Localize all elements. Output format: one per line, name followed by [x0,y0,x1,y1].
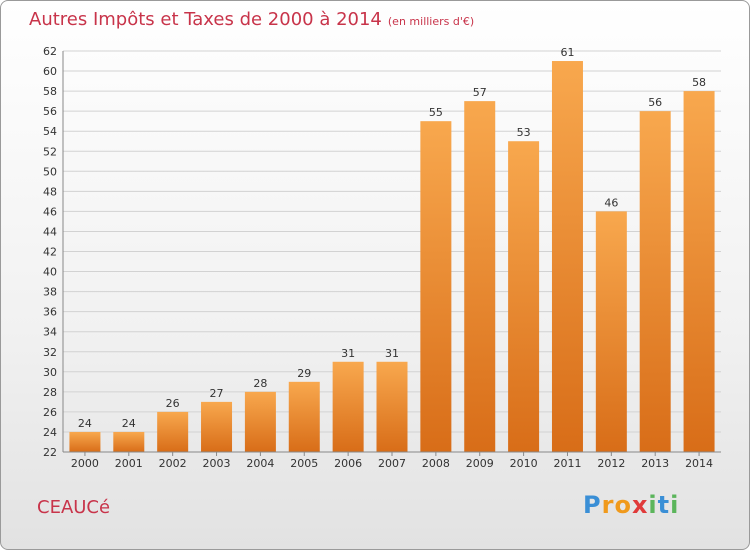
y-tick-label: 40 [43,266,57,279]
bar [508,141,540,452]
x-tick-label: 2008 [422,457,450,470]
x-tick-label: 2014 [685,457,713,470]
data-label: 24 [78,417,92,430]
x-tick-label: 2003 [203,457,231,470]
chart-title-text: Autres Impôts et Taxes de 2000 à 2014 [29,9,382,30]
bar [244,391,276,452]
data-label: 61 [560,46,574,59]
bars [69,61,715,453]
logo-letter: P [583,491,602,519]
logo-letter: t [657,491,671,519]
commune-name: CEAUCé [37,497,111,518]
y-tick-label: 38 [43,286,57,299]
y-tick-label: 36 [43,306,57,319]
chart-title: Autres Impôts et Taxes de 2000 à 2014 (en… [29,9,474,30]
logo-letter: i [648,491,658,519]
logo-letter: x [631,491,649,519]
bar [683,91,715,452]
data-label: 24 [122,417,136,430]
data-label: 53 [517,126,531,139]
proxiti-logo: Proxiti [583,491,679,519]
data-label: 29 [297,367,311,380]
data-label: 26 [166,397,180,410]
data-label: 46 [604,196,618,209]
x-tick-label: 2009 [466,457,494,470]
bar [464,101,496,452]
bar [376,361,408,452]
y-tick-label: 56 [43,105,57,118]
y-tick-label: 42 [43,246,57,259]
y-tick-label: 28 [43,386,57,399]
data-label: 58 [692,76,706,89]
y-tick-label: 48 [43,185,57,198]
y-tick-label: 58 [43,85,57,98]
bar [639,111,671,453]
y-tick-label: 54 [43,125,57,138]
y-tick-label: 52 [43,145,57,158]
x-tick-label: 2012 [597,457,625,470]
bar [201,401,233,452]
bar [420,121,452,453]
bar [157,411,189,452]
bar [551,61,583,453]
x-tick-label: 2013 [641,457,669,470]
x-tick-label: 2000 [71,457,99,470]
y-tick-label: 22 [43,446,57,459]
bar [332,361,364,452]
y-tick-label: 60 [43,65,57,78]
bar [595,211,627,452]
data-label: 57 [473,86,487,99]
y-tick-label: 26 [43,406,57,419]
data-label: 28 [253,377,267,390]
data-label: 31 [385,347,399,360]
x-tick-label: 2006 [334,457,362,470]
x-tick-label: 2007 [378,457,406,470]
data-label: 56 [648,96,662,109]
x-tick-label: 2002 [159,457,187,470]
x-tick-label: 2010 [510,457,538,470]
y-tick-label: 50 [43,165,57,178]
bar [288,381,320,452]
data-label: 31 [341,347,355,360]
bar [69,431,101,452]
logo-letter: r [601,491,615,519]
y-tick-label: 24 [43,426,57,439]
logo-letter: o [614,491,632,519]
y-tick-label: 46 [43,205,57,218]
y-tick-label: 34 [43,326,57,339]
data-label: 55 [429,106,443,119]
bar [113,431,145,452]
y-tick-label: 44 [43,225,57,238]
y-tick-label: 32 [43,346,57,359]
data-label: 27 [210,387,224,400]
y-tick-label: 62 [43,45,57,58]
logo-letter: i [670,491,680,519]
axes: 22 24 26 28 30 32 34 36 38 40 42 44 46 48 50 52 54 56 58 60… [43,45,721,470]
x-tick-label: 2004 [246,457,274,470]
x-tick-label: 2001 [115,457,143,470]
y-tick-label: 30 [43,366,57,379]
x-tick-label: 2005 [290,457,318,470]
x-tick-label: 2011 [553,457,581,470]
chart-subtitle: (en milliers d'€) [387,15,475,28]
data-labels: 24 24 26 27 28 29 31 31 55 57 53 61 46 56 58 [78,46,706,430]
